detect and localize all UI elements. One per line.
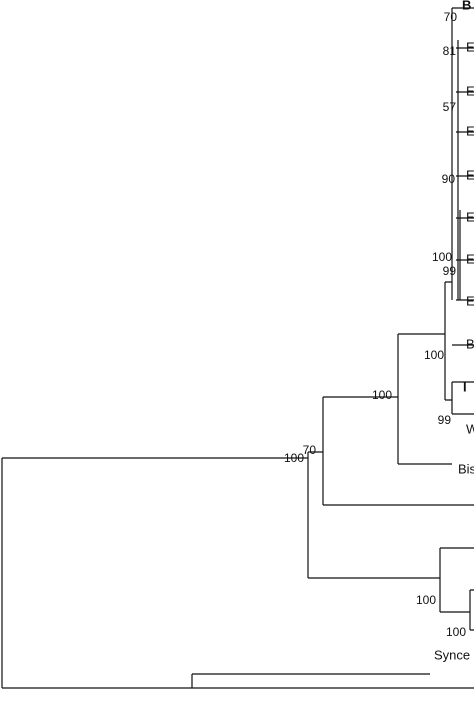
leaf-label: B — [462, 0, 471, 12]
support-value: 100 — [284, 451, 304, 465]
support-value: 70 — [444, 10, 458, 24]
support-value: 81 — [443, 44, 457, 58]
leaf-label: E — [466, 293, 474, 308]
leaf-label: B — [466, 336, 474, 351]
support-value: 99 — [438, 413, 452, 427]
leaf-label: E — [466, 123, 474, 138]
leaf-label: E — [466, 39, 474, 54]
support-value: 100 — [432, 250, 452, 264]
support-value: 100 — [424, 348, 444, 362]
branches — [1, 7, 474, 689]
leaf-label: I — [463, 379, 467, 394]
support-value: 100 — [372, 388, 392, 402]
leaf-label: Synce — [434, 647, 470, 662]
leaf-label: Bis — [458, 461, 474, 476]
support-value: 90 — [442, 172, 456, 186]
support-value: 57 — [443, 100, 457, 114]
leaf-label: E — [466, 83, 474, 98]
support-value: 99 — [443, 264, 457, 278]
leaf-label: W — [466, 421, 474, 436]
support-value: 100 — [446, 625, 466, 639]
support-value: 100 — [416, 593, 436, 607]
leaf-label: E — [466, 209, 474, 224]
support-value: 70 — [303, 443, 317, 457]
leaf-label: E — [466, 251, 474, 266]
leaf-label: E — [466, 167, 474, 182]
